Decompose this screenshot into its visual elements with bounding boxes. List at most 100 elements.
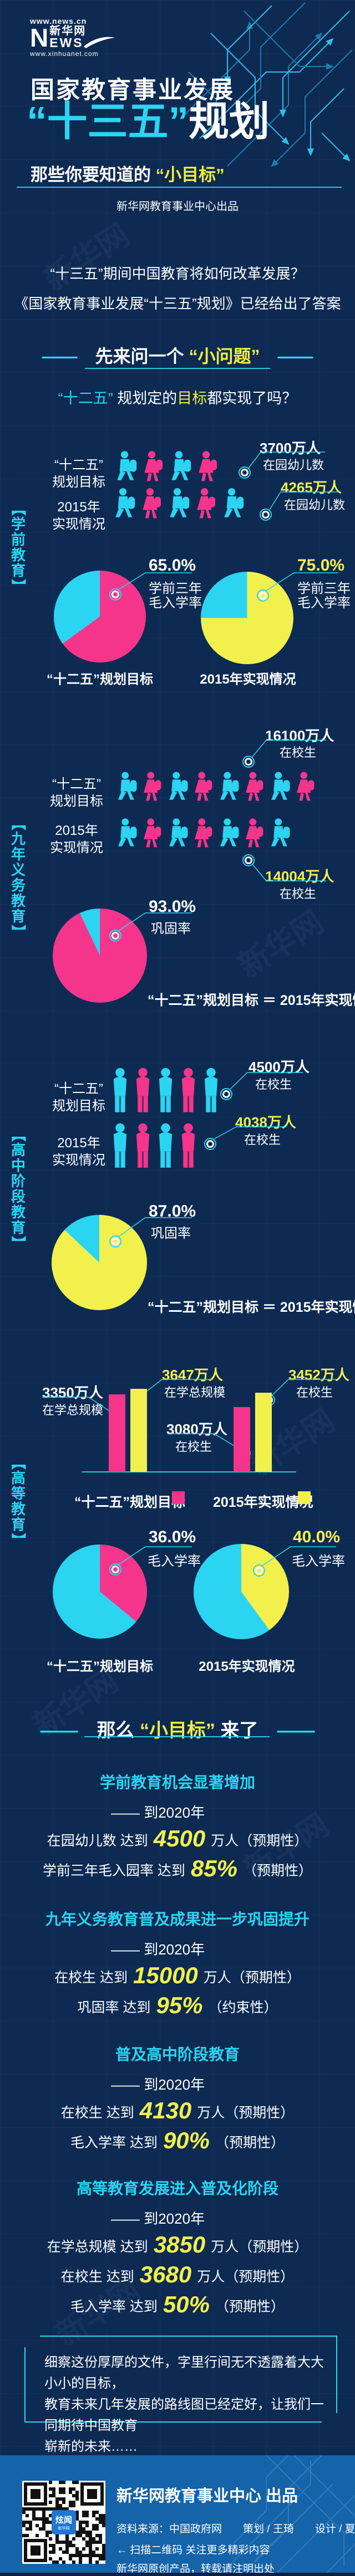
legend-swatch-yellow	[298, 1491, 311, 1504]
section-label-preschool: 【学前教育】	[10, 501, 27, 594]
row-label-l1: 2015年	[57, 500, 100, 515]
row-label: 2015年 实现情况	[48, 1135, 110, 1169]
student-icon	[171, 451, 191, 480]
student-icon	[271, 772, 290, 800]
section-label-char: 教	[11, 1501, 26, 1517]
legend-label-2015: 2015年实现情况	[213, 1495, 313, 1510]
student-icon	[181, 1068, 195, 1112]
goal-item-number: 90%	[163, 2127, 210, 2153]
pictogram-row	[113, 486, 247, 521]
goal-item-post: 万人（预期性）	[211, 1833, 308, 1849]
student-icon	[224, 488, 244, 517]
pie-marker	[109, 588, 121, 601]
pie-desc2: 毛入学率	[297, 596, 351, 610]
bar-value: 3350万人	[42, 1384, 103, 1401]
goal-item-post: 万人（预期性）	[203, 1970, 301, 1985]
conclusion-border-bottom	[24, 2421, 322, 2423]
logo-swoosh	[84, 37, 115, 48]
transition-underline	[84, 1736, 270, 1737]
pie-caption: 2015年实现情况	[200, 672, 296, 687]
goal-item-pre: 学前三年毛入园率 达到	[42, 1863, 185, 1879]
conclusion-line2: 教育未来几年发展的路线图已经定好，让我们一同期待中国教育	[44, 2397, 324, 2433]
student-icon	[118, 772, 137, 800]
callout-value: 16100万人	[265, 727, 334, 744]
header-divider	[17, 187, 342, 188]
section-label-char: 【	[10, 815, 27, 831]
header-credit: 新华网教育事业中心出品	[116, 201, 239, 213]
goal-item: 巩固率 达到 95% （约束性）	[0, 1992, 355, 2019]
subtitle-prefix: 那些你要知道的	[31, 165, 151, 184]
qr-center-logo: 炫闻 新华网	[52, 2510, 76, 2534]
logo-url-bottom: www.xinhuanet.com	[30, 50, 99, 58]
qr-logo-text: 炫闻	[55, 2515, 72, 2525]
section-label-char: 教	[11, 547, 26, 563]
q-highlight: 目标	[177, 390, 207, 407]
callout-value: 14004万人	[265, 868, 334, 885]
intro-line2: 《国家教育事业发展“十三五”规划》已经给出了答案	[14, 295, 341, 312]
legend-swatch-pink	[172, 1491, 185, 1504]
goal-item-number: 3680	[139, 2261, 192, 2287]
goal-item-post: 万人（预期性）	[211, 2239, 308, 2255]
goal-item: 在学总规模 达到 3850 万人（预期性）	[0, 2231, 355, 2259]
title-rest: 规划	[189, 99, 270, 144]
watermark: 新华网	[232, 904, 329, 984]
row-label: 2015年实现情况	[48, 499, 110, 533]
student-icon	[117, 451, 137, 480]
student-icon	[297, 772, 315, 801]
bar	[234, 1407, 250, 1472]
student-icon	[271, 818, 290, 846]
section-label-char: 段	[11, 1188, 26, 1205]
student-icon	[118, 818, 137, 846]
goal-heading: 学前教育机会显著增加	[99, 1774, 255, 1791]
goal-item-number: 4500	[153, 1825, 206, 1851]
pie-desc: 巩固率	[151, 1226, 191, 1241]
row-label-l2: 实现情况	[52, 517, 105, 532]
goal-item: 在校生 达到 4130 万人（预期性）	[0, 2097, 355, 2125]
student-icon	[144, 772, 161, 801]
goal-item-post: 万人（预期性）	[197, 2105, 295, 2121]
student-icon	[159, 1068, 173, 1112]
section-label-char: 高	[11, 1470, 26, 1486]
conclusion-border-right	[336, 2336, 337, 2413]
question-quoted: “小问题”	[189, 346, 260, 366]
pie-higher-2015	[194, 1544, 289, 1639]
logo-cn-text: 新华网	[49, 25, 87, 37]
callout-marker	[260, 509, 272, 521]
qr-pattern	[22, 2481, 105, 2564]
goal-item-pre: 在校生 达到	[54, 1970, 128, 1985]
section-label-char: 【	[10, 501, 27, 516]
pie-pct: 93.0%	[149, 897, 196, 916]
callout-desc: 在校生	[244, 1133, 281, 1147]
conclusion-text: 细察这份厚厚的文件，字里行间无不透露着大大小小的目标， 教育未来几年发展的路线图…	[44, 2352, 324, 2457]
row-label: “十二五” 规划目标	[48, 456, 110, 491]
pie-marker	[257, 589, 269, 602]
goal-item: 在园幼儿数 达到 4500 万人（预期性）	[0, 1825, 355, 1853]
transition-suffix: 来了	[220, 1720, 258, 1741]
pictogram-row	[115, 770, 318, 803]
row-label-l2: 实现情况	[52, 1153, 105, 1168]
conclusion-line1: 细察这份厚厚的文件，字里行间无不透露着大大小小的目标，	[44, 2355, 324, 2391]
question-heading: —— 先来问一个 “小问题” ——	[0, 342, 355, 368]
goal-item-pre: 在校生 达到	[60, 2105, 134, 2121]
row-label-l2: 实现情况	[50, 840, 103, 855]
row-label-l2: 规划目标	[52, 475, 105, 490]
conclusion-border-top	[40, 2336, 337, 2337]
question-line: “十二五” 规划定的目标都实现了吗？	[0, 386, 355, 408]
xinhuanet-logo: www.news.cn N 新华网 EWS www.xinhuanet.com	[30, 17, 116, 58]
q-mid: 规划定的	[117, 390, 178, 407]
goal-item-number: 50%	[163, 2291, 210, 2317]
goal-item-pre: 在校生 达到	[60, 2269, 134, 2285]
section-label-char: 前	[11, 531, 26, 548]
student-icon	[115, 488, 135, 517]
conclusion-line3: 崭新的未来……	[44, 2439, 138, 2454]
section-label-char: 教	[11, 892, 26, 909]
footer-copyright: 新华网原创产品，转载请注明出处	[116, 2563, 275, 2575]
logo-url-top: www.news.cn	[30, 17, 87, 25]
goal-when: —— 到2020年	[111, 2210, 205, 2227]
student-icon	[144, 818, 161, 848]
row-label: 2015年 实现情况	[45, 822, 108, 856]
student-icon	[136, 1123, 150, 1168]
section-label-char: 等	[11, 1485, 26, 1502]
logo-mark: N 新华网 EWS	[30, 25, 116, 50]
pie-caption: 2015年实现情况	[199, 1659, 295, 1674]
